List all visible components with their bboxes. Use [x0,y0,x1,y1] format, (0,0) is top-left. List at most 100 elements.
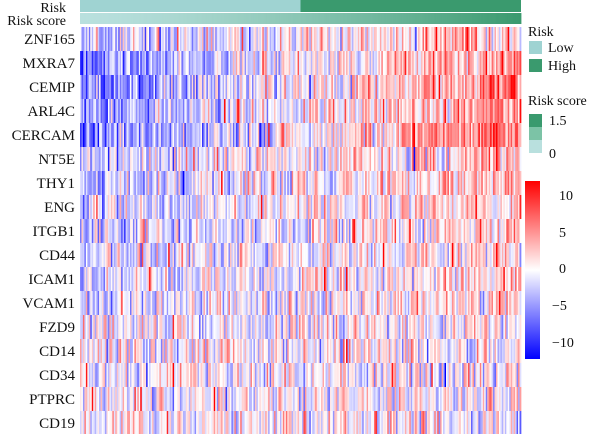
heatmap-cell [494,219,497,243]
heatmap-cell [372,123,375,147]
heatmap-cell [132,291,135,315]
heatmap-cell [460,75,463,99]
heatmap-cell [446,123,448,147]
heatmap-cell [401,267,404,291]
heatmap-cell [384,75,387,99]
risk-score-cell [177,13,179,24]
heatmap-cell [131,291,134,315]
risk-score-cell [204,13,207,24]
heatmap-cell [303,315,306,339]
heatmap-cell [416,243,419,267]
heatmap-cell [509,75,512,99]
heatmap-cell [382,195,385,219]
heatmap-cell [238,315,241,339]
heatmap-cell [253,27,256,51]
heatmap-cell [371,339,373,363]
heatmap-cell [374,75,376,99]
heatmap-cell [172,363,175,387]
heatmap-cell [397,99,400,123]
heatmap-cell [268,51,270,75]
heatmap-cell [498,243,501,267]
heatmap-cell [491,27,494,51]
heatmap-cell [385,267,388,291]
risk-score-cell [429,13,432,24]
heatmap-cell [182,27,185,51]
heatmap-cell [110,387,113,411]
heatmap-cell [254,363,257,387]
risk-score-cell [469,13,472,24]
heatmap-cell [412,51,415,75]
heatmap-cell [244,219,247,243]
heatmap-cell [285,75,288,99]
heatmap-cell [466,75,469,99]
heatmap-cell [450,219,453,243]
heatmap-cell [263,267,266,291]
heatmap-cell [448,51,451,75]
heatmap-cell [135,291,138,315]
heatmap-cell [512,27,514,51]
risk-score-cell [271,13,273,24]
heatmap-cell [125,267,128,291]
heatmap-cell [378,51,381,75]
heatmap-cell [162,363,165,387]
heatmap-cell [403,243,406,267]
heatmap-cell [94,243,97,267]
heatmap-cell [396,315,398,339]
heatmap-cell [428,363,431,387]
heatmap-cell [215,339,218,363]
heatmap-cell [423,27,426,51]
heatmap-cell [394,51,397,75]
heatmap-cell [232,243,235,267]
heatmap-cell [240,315,243,339]
heatmap-cell [187,99,190,123]
heatmap-cell [153,363,156,387]
heatmap-cell [432,27,435,51]
heatmap-cell [274,171,276,195]
heatmap-cell [426,99,429,123]
risk-score-cell [334,13,337,24]
heatmap-cell [421,171,423,195]
heatmap-cell [207,219,210,243]
heatmap-cell [184,171,187,195]
heatmap-cell [97,339,100,363]
heatmap-cell [265,123,268,147]
heatmap-cell [203,363,206,387]
heatmap-cell [291,219,294,243]
heatmap-cell [297,75,300,99]
heatmap-cell [425,315,428,339]
heatmap-cell [347,123,350,147]
heatmap-cell [135,99,138,123]
heatmap-cell [328,51,331,75]
heatmap-cell [415,267,417,291]
heatmap-cell [257,291,260,315]
heatmap-cell [218,339,220,363]
heatmap-cell [456,339,459,363]
heatmap-cell [282,123,285,147]
heatmap-cell [157,123,160,147]
heatmap-cell [325,27,328,51]
heatmap-cell [291,195,294,219]
heatmap-cell [80,147,82,171]
heatmap-cell [304,219,307,243]
heatmap-cell [407,363,410,387]
heatmap-cell [281,123,284,147]
heatmap-cell [156,219,159,243]
heatmap-cell [299,315,301,339]
heatmap-cell [190,339,193,363]
heatmap-cell [356,99,359,123]
heatmap-cell [100,363,103,387]
heatmap-cell [401,291,404,315]
heatmap-cell [169,99,172,123]
heatmap-cell [516,363,519,387]
risk-score-cell [463,13,466,24]
heatmap-cell [403,363,406,387]
risk-score-cell [129,13,132,24]
heatmap-cell [450,27,453,51]
heatmap-cell [91,315,94,339]
heatmap-cell [266,291,269,315]
heatmap-cell [281,243,284,267]
heatmap-cell [260,171,263,195]
risk-score-cell [444,13,447,24]
heatmap-cell [206,171,209,195]
heatmap-cell [194,171,197,195]
